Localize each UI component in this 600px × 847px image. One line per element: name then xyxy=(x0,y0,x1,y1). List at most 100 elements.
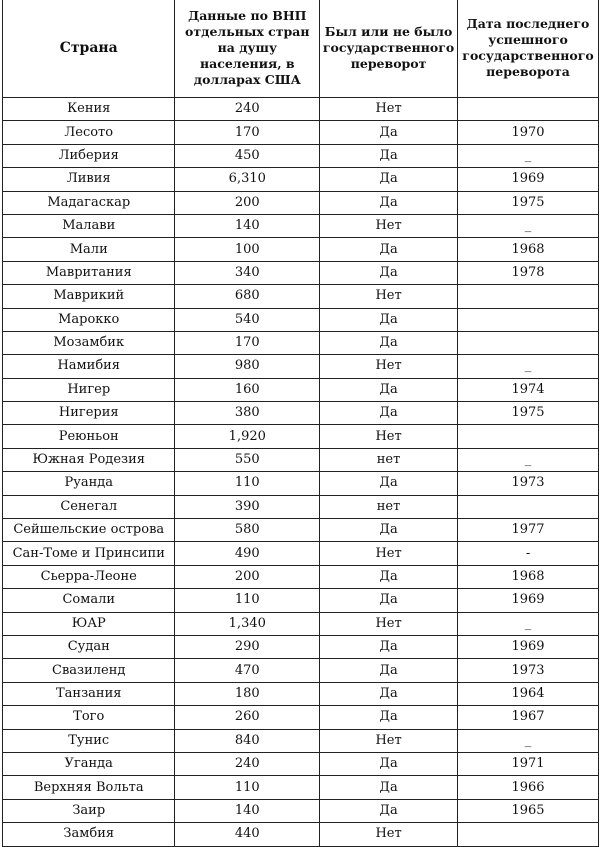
cell-coup-date: 1969 xyxy=(457,167,599,192)
cell-coup-date: 1967 xyxy=(457,705,599,730)
table-row: Того 260 Да 1967 xyxy=(1,705,599,730)
cell-coup: Да xyxy=(319,634,459,660)
table-row: Сомали 110 Да 1969 xyxy=(1,588,599,613)
cell-coup-date: _ xyxy=(457,447,599,473)
cell-gnp: 380 xyxy=(174,401,321,426)
table-row: Мали 100 Да 1968 xyxy=(1,237,599,262)
cell-coup-date xyxy=(457,284,599,309)
cell-gnp: 6,310 xyxy=(174,167,321,192)
cell-country: Ливия xyxy=(1,167,176,192)
cell-country: Нигер xyxy=(1,377,176,403)
cell-gnp: 540 xyxy=(174,307,321,332)
table-row: Либерия 450 Да _ xyxy=(1,143,599,169)
cell-coup-date: 1974 xyxy=(457,377,599,403)
cell-gnp: 260 xyxy=(174,705,321,730)
cell-coup-date: 1973 xyxy=(457,471,599,496)
cell-coup: Да xyxy=(319,658,459,683)
cell-coup: Да xyxy=(319,260,459,286)
cell-gnp: 470 xyxy=(174,658,321,683)
table-row: Сейшельские острова 580 Да 1977 xyxy=(1,518,599,543)
cell-gnp: 110 xyxy=(174,588,321,613)
cell-coup-date: 1968 xyxy=(457,564,599,590)
cell-country: Малави xyxy=(1,213,176,239)
cell-gnp: 200 xyxy=(174,564,321,590)
cell-coup: Да xyxy=(319,681,459,707)
cell-coup: Да xyxy=(319,705,459,730)
cell-coup-date xyxy=(457,424,599,449)
cell-country: Заир xyxy=(1,798,176,824)
cell-gnp: 140 xyxy=(174,213,321,239)
table-row: Южная Родезия 550 нет _ xyxy=(1,447,599,473)
cell-coup-date: - xyxy=(457,541,599,566)
cell-coup-date: 1969 xyxy=(457,588,599,613)
cell-country: Тунис xyxy=(1,728,176,753)
cell-gnp: 140 xyxy=(174,798,321,824)
cell-gnp: 100 xyxy=(174,237,321,262)
cell-gnp: 840 xyxy=(174,728,321,753)
cell-country: ЮАР xyxy=(1,611,176,636)
cell-country: Мали xyxy=(1,237,176,262)
cell-country: Либерия xyxy=(1,143,176,169)
cell-country: Уганда xyxy=(1,751,176,777)
cell-coup-date: _ xyxy=(457,728,599,753)
cell-coup-date xyxy=(457,494,599,520)
cell-gnp: 290 xyxy=(174,634,321,660)
cell-country: Сейшельские острова xyxy=(1,518,176,543)
table-row: Мавритания 340 Да 1978 xyxy=(1,260,599,286)
cell-coup-date: 1975 xyxy=(457,401,599,426)
cell-coup-date xyxy=(457,307,599,332)
table-row: Ливия 6,310 Да 1969 xyxy=(1,167,599,192)
header-coup-date: Дата последнего успешного государственно… xyxy=(457,0,599,98)
table-row: Судан 290 Да 1969 xyxy=(1,634,599,660)
cell-coup-date: 1978 xyxy=(457,260,599,286)
cell-coup: Да xyxy=(319,401,459,426)
table-row: Уганда 240 Да 1971 xyxy=(1,751,599,777)
cell-coup-date: _ xyxy=(457,213,599,239)
cell-coup: нет xyxy=(319,447,459,473)
cell-coup: Да xyxy=(319,798,459,824)
cell-coup: нет xyxy=(319,494,459,520)
cell-coup: Да xyxy=(319,471,459,496)
cell-coup: Да xyxy=(319,377,459,403)
cell-country: Верхняя Вольта xyxy=(1,775,176,800)
table-row: Замбия 440 Нет xyxy=(1,822,599,847)
cell-coup: Нет xyxy=(319,541,459,566)
cell-coup: Да xyxy=(319,190,459,215)
cell-coup: Да xyxy=(319,237,459,262)
cell-country: Мавритания xyxy=(1,260,176,286)
cell-gnp: 240 xyxy=(174,96,321,122)
cell-coup-date: 1970 xyxy=(457,120,599,145)
table-row: Верхняя Вольта 110 Да 1966 xyxy=(1,775,599,800)
header-row: Страна Данные по ВНП отдельных стран на … xyxy=(1,0,599,98)
table-row: Нигер 160 Да 1974 xyxy=(1,377,599,403)
cell-coup-date: 1973 xyxy=(457,658,599,683)
cell-coup: Нет xyxy=(319,213,459,239)
cell-coup: Нет xyxy=(319,424,459,449)
cell-coup-date: 1971 xyxy=(457,751,599,777)
cell-coup: Нет xyxy=(319,822,459,847)
cell-gnp: 170 xyxy=(174,330,321,356)
table-row: Лесото 170 Да 1970 xyxy=(1,120,599,145)
cell-country: Руанда xyxy=(1,471,176,496)
cell-coup-date xyxy=(457,96,599,122)
cell-coup-date: 1968 xyxy=(457,237,599,262)
cell-coup: Да xyxy=(319,307,459,332)
table-row: Нигерия 380 Да 1975 xyxy=(1,401,599,426)
header-country: Страна xyxy=(1,0,176,98)
table-row: Мозамбик 170 Да xyxy=(1,330,599,356)
cell-country: Марокко xyxy=(1,307,176,332)
cell-coup-date: 1975 xyxy=(457,190,599,215)
table-row: Руанда 110 Да 1973 xyxy=(1,471,599,496)
cell-coup-date: 1977 xyxy=(457,518,599,543)
cell-coup: Да xyxy=(319,564,459,590)
cell-country: Танзания xyxy=(1,681,176,707)
cell-gnp: 490 xyxy=(174,541,321,566)
cell-gnp: 200 xyxy=(174,190,321,215)
cell-coup: Нет xyxy=(319,354,459,379)
cell-coup: Да xyxy=(319,588,459,613)
cell-gnp: 340 xyxy=(174,260,321,286)
cell-coup-date: _ xyxy=(457,354,599,379)
cell-country: Намибия xyxy=(1,354,176,379)
cell-coup-date xyxy=(457,822,599,847)
cell-gnp: 170 xyxy=(174,120,321,145)
